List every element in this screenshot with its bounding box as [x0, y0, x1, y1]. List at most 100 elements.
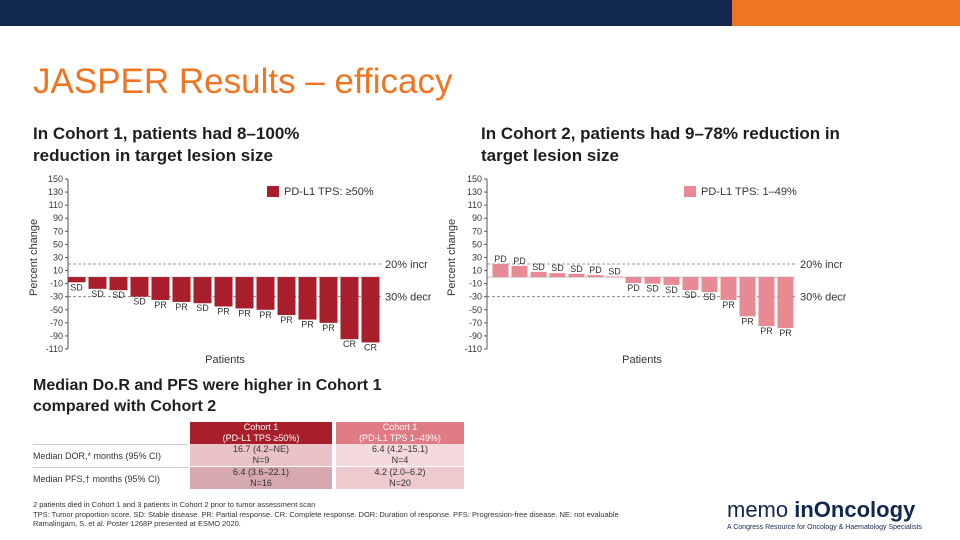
table-header-cohort2-name: Cohort 1: [382, 422, 418, 432]
footnote-line-3: Ramalingam, S. et al. Poster 1268P prese…: [33, 519, 241, 528]
bar: [511, 265, 528, 278]
bar-response-label: SD: [196, 303, 209, 313]
table-header-cohort1: Cohort 1 (PD-L1 TPS ≥50%): [190, 422, 332, 444]
y-tick-label: -70: [50, 318, 63, 328]
y-tick-label: 150: [467, 174, 482, 184]
pfs-cohort2-n: N=20: [389, 478, 411, 488]
bar-response-label: PD: [627, 283, 640, 293]
dor-cohort2-value: 6.4 (4.2–15.1): [371, 444, 429, 454]
logo-wordmark: memo inOncology: [727, 497, 937, 523]
bar-response-label: SD: [112, 290, 125, 300]
bar: [130, 277, 149, 297]
table-header-cohort1-sub: (PD-L1 TPS ≥50%): [222, 433, 300, 443]
bar: [319, 277, 338, 323]
bar: [758, 277, 775, 327]
bar-response-label: SD: [532, 262, 545, 272]
table-cell-dor-cohort1: 16.7 (4.2–NE) N=9: [190, 444, 332, 466]
bar: [625, 277, 642, 283]
bar: [663, 277, 680, 285]
bar: [720, 277, 737, 300]
bar-response-label: SD: [133, 297, 146, 307]
x-axis-title: Patients: [205, 354, 245, 366]
y-tick-label: 90: [472, 213, 482, 223]
y-axis-title: Percent change: [28, 219, 40, 296]
dor-cohort1-n: N=9: [252, 455, 270, 465]
y-tick-label: 30: [472, 252, 482, 262]
x-axis-title: Patients: [622, 354, 662, 366]
table-header-cohort2: Cohort 1 (PD-L1 TPS 1–49%): [336, 422, 464, 444]
pfs-cohort1-n: N=16: [250, 478, 272, 488]
bar-response-label: PR: [322, 323, 335, 333]
y-tick-label: -70: [469, 318, 482, 328]
table-cell-pfs-cohort2: 4.2 (2.0–6.2) N=20: [336, 467, 464, 489]
bar-response-label: PD: [494, 254, 507, 264]
threshold-label-decrease: 30% decr: [800, 292, 847, 304]
cohort2-heading: In Cohort 2, patients had 9–78% reductio…: [481, 124, 840, 165]
y-axis-title: Percent change: [446, 219, 458, 296]
y-tick-label: 10: [53, 266, 63, 276]
bar: [109, 277, 128, 291]
slide-title: JASPER Results – efficacy: [33, 62, 453, 101]
y-tick-label: 110: [49, 200, 63, 210]
bar: [568, 273, 585, 278]
bar: [777, 277, 794, 329]
footnote-line-1: 2 patients died in Cohort 1 and 3 patien…: [33, 500, 316, 509]
bar: [88, 277, 107, 289]
y-tick-label: 70: [53, 226, 63, 236]
header-bar: [0, 0, 732, 26]
y-tick-label: 50: [53, 239, 63, 249]
y-tick-label: -90: [50, 331, 63, 341]
bar-response-label: SD: [551, 263, 564, 273]
pfs-cohort2-value: 4.2 (2.0–6.2): [374, 467, 426, 477]
bar-response-label: PR: [259, 310, 272, 320]
bar: [151, 277, 170, 300]
y-tick-label: -10: [469, 279, 482, 289]
y-tick-label: -90: [469, 331, 482, 341]
bar-response-label: PD: [589, 265, 602, 275]
bar: [587, 275, 604, 278]
y-tick-label: -30: [469, 292, 482, 302]
bar: [172, 277, 191, 302]
y-tick-label: 10: [472, 266, 482, 276]
y-tick-label: -110: [46, 344, 63, 354]
bar-response-label: PR: [760, 326, 773, 336]
bar: [549, 273, 566, 278]
bar: [214, 277, 233, 307]
cohort1-waterfall-chart: 150 130 110 90 70 50 30 10 -10 -30 -50 -70 -90 -110 Pe…: [28, 174, 432, 366]
legend-swatch: [267, 186, 279, 197]
threshold-label-increase: 20% incr: [800, 259, 843, 271]
bar-response-label: PR: [722, 300, 735, 310]
y-tick-label: 130: [467, 187, 482, 197]
y-tick-label: 130: [48, 187, 63, 197]
threshold-label-decrease: 30% decr: [385, 292, 432, 304]
bar: [256, 277, 275, 310]
y-tick-label: 50: [472, 239, 482, 249]
bar: [644, 277, 661, 284]
bar: [701, 277, 718, 293]
bar: [682, 277, 699, 291]
bar-response-label: SD: [91, 289, 104, 299]
footnote: 2 patients died in Cohort 1 and 3 patien…: [33, 500, 693, 529]
legend-swatch: [684, 186, 696, 197]
bar: [340, 277, 359, 340]
bar: [606, 276, 623, 278]
bar: [235, 277, 254, 309]
bar: [298, 277, 317, 320]
y-tick-label: 110: [468, 200, 482, 210]
bar: [277, 277, 296, 315]
bar-response-label: PR: [280, 315, 293, 325]
memo-inoncology-logo: memo inOncology A Congress Resource for …: [727, 497, 937, 531]
y-tick-label: -50: [50, 305, 63, 315]
y-tick-label: 70: [472, 226, 482, 236]
table-row-label-pfs: Median PFS,† months (95% CI): [33, 467, 188, 489]
bar-response-label: CR: [343, 339, 356, 349]
y-tick-label: -110: [465, 344, 482, 354]
bar-response-label: SD: [570, 264, 583, 274]
legend-label: PD-L1 TPS: ≥50%: [284, 186, 374, 198]
bar-response-label: CR: [364, 342, 377, 352]
pfs-cohort1-value: 6.4 (3.6–22.1): [232, 467, 290, 477]
footnote-line-2: TPS: Tumor proportion score. SD: Stable …: [33, 509, 619, 519]
bar-response-label: SD: [70, 282, 83, 292]
cohort1-heading: In Cohort 1, patients had 8–100% reducti…: [33, 124, 300, 165]
